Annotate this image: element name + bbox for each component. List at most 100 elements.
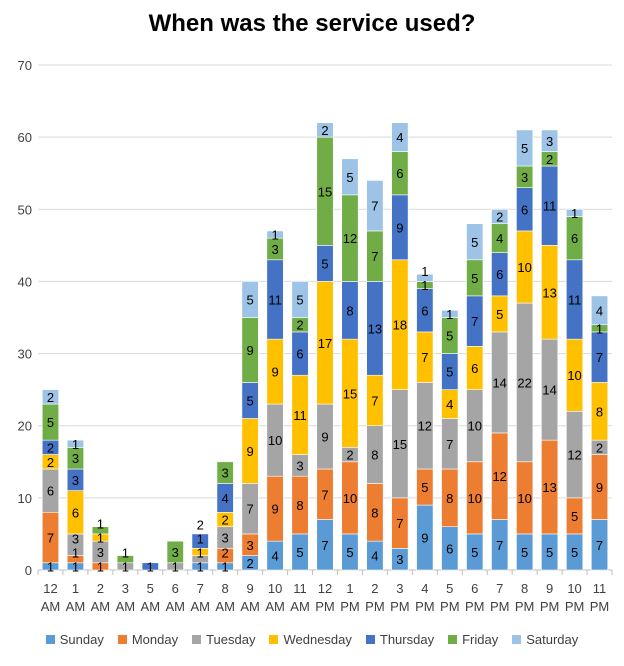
x-tick-label-hour: 3 <box>122 581 129 596</box>
bar-segment-saturday <box>566 208 584 217</box>
data-label: 9 <box>247 343 254 358</box>
data-label: 8 <box>346 303 353 318</box>
x-tick-label-period: PM <box>540 599 560 614</box>
legend-item-saturday: Saturday <box>512 632 578 647</box>
bar-segment-saturday <box>66 439 84 448</box>
data-label: 3 <box>72 531 79 546</box>
legend-label: Thursday <box>379 632 435 647</box>
data-label: 2 <box>321 123 328 138</box>
data-label: 11 <box>568 292 582 307</box>
legend-swatch <box>117 635 127 644</box>
stacked-bar-chart: 01020304050607012AM17622521AM11363312AM1… <box>18 58 613 614</box>
data-label: 1 <box>97 559 104 574</box>
data-label: 9 <box>321 430 328 445</box>
legend-swatch <box>365 635 375 644</box>
x-tick-label-period: PM <box>415 599 435 614</box>
chart-title: When was the service used? <box>148 10 476 37</box>
x-tick-label-hour: 5 <box>446 581 453 596</box>
data-label: 6 <box>521 202 528 217</box>
y-tick-label: 60 <box>18 130 32 145</box>
data-label: 6 <box>496 267 503 282</box>
data-label: 9 <box>421 531 428 546</box>
bar-segment-saturday <box>491 208 509 225</box>
data-label: 4 <box>371 549 378 564</box>
data-label: 13 <box>368 321 382 336</box>
data-label: 5 <box>521 545 528 560</box>
data-label: 5 <box>346 170 353 185</box>
data-label: 6 <box>72 505 79 520</box>
x-tick-label-period: AM <box>166 599 186 614</box>
data-label: 9 <box>271 365 278 380</box>
bar-segment-friday <box>166 540 184 564</box>
data-label: 1 <box>72 559 79 574</box>
legend-label: Friday <box>462 632 499 647</box>
x-tick-label-period: PM <box>315 599 335 614</box>
x-tick-label-hour: 11 <box>293 581 307 596</box>
bar-segment-friday <box>216 461 234 484</box>
x-tick-label-hour: 9 <box>546 581 553 596</box>
x-tick-label-hour: 12 <box>318 581 332 596</box>
data-label: 12 <box>418 419 432 434</box>
data-label: 9 <box>271 502 278 517</box>
data-label: 10 <box>268 433 282 448</box>
x-tick-label-period: PM <box>565 599 585 614</box>
data-label: 7 <box>247 502 254 517</box>
bar-segment-saturday <box>316 122 334 138</box>
y-tick-label: 10 <box>18 491 32 506</box>
data-label: 4 <box>222 491 229 506</box>
data-label: 1 <box>122 545 129 560</box>
data-label: 5 <box>571 545 578 560</box>
data-label: 5 <box>471 271 478 286</box>
legend-item-friday: Friday <box>448 632 498 647</box>
x-tick-label-period: PM <box>390 599 410 614</box>
data-label: 9 <box>247 444 254 459</box>
data-label: 11 <box>268 292 282 307</box>
data-label: 3 <box>296 458 303 473</box>
data-label: 3 <box>396 552 403 567</box>
y-tick-label: 20 <box>18 419 32 434</box>
x-tick-label-period: AM <box>116 599 136 614</box>
legend-swatch <box>45 635 55 644</box>
data-label: 6 <box>571 231 578 246</box>
data-label: 13 <box>542 480 556 495</box>
x-tick-label-hour: 2 <box>97 581 104 596</box>
data-label: 5 <box>571 509 578 524</box>
x-tick-label-hour: 10 <box>567 581 581 596</box>
data-label: 3 <box>247 538 254 553</box>
data-label: 22 <box>517 375 531 390</box>
data-label: 11 <box>293 408 307 423</box>
data-label: 9 <box>596 480 603 495</box>
x-tick-label-hour: 6 <box>471 581 478 596</box>
x-tick-label-hour: 4 <box>421 581 428 596</box>
data-label: 7 <box>596 350 603 365</box>
bar-segment-saturday <box>241 281 259 318</box>
bar-segment-saturday <box>266 230 284 239</box>
legend-item-thursday: Thursday <box>365 632 435 647</box>
data-label: 13 <box>542 285 556 300</box>
data-label: 8 <box>596 404 603 419</box>
bar-segment-thursday <box>191 533 209 549</box>
data-label: 3 <box>172 545 179 560</box>
x-tick-label-period: PM <box>515 599 535 614</box>
data-label: 5 <box>546 545 553 560</box>
x-tick-label-hour: 3 <box>396 581 403 596</box>
data-label: 7 <box>371 393 378 408</box>
data-label: 7 <box>471 314 478 329</box>
x-tick-label-hour: 6 <box>172 581 179 596</box>
data-label: 1 <box>421 278 428 293</box>
data-label: 5 <box>296 545 303 560</box>
x-tick-label-hour: 8 <box>521 581 528 596</box>
data-label: 5 <box>296 292 303 307</box>
legend: Sunday Monday Tuesday Wednesday Thursday Frid… <box>0 632 624 647</box>
data-label: 5 <box>471 545 478 560</box>
data-label: 6 <box>421 303 428 318</box>
data-label: 12 <box>343 231 357 246</box>
legend-item-monday: Monday <box>117 632 178 647</box>
data-label: 17 <box>318 336 332 351</box>
bar-segment-saturday <box>466 223 484 261</box>
data-label: 7 <box>596 538 603 553</box>
legend-label: Saturday <box>526 632 579 647</box>
data-label: 2 <box>546 152 553 167</box>
data-label: 5 <box>446 329 453 344</box>
data-label: 8 <box>371 505 378 520</box>
